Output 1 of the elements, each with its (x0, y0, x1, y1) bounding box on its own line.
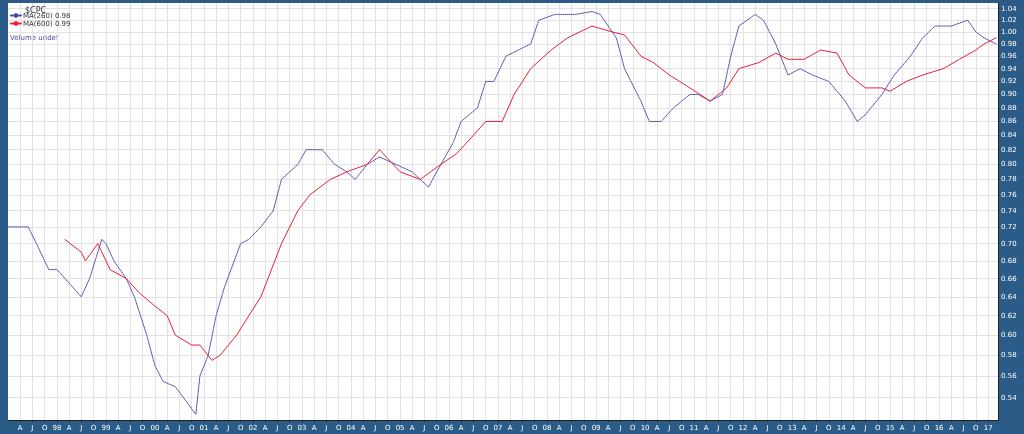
line-series (64, 25, 997, 361)
